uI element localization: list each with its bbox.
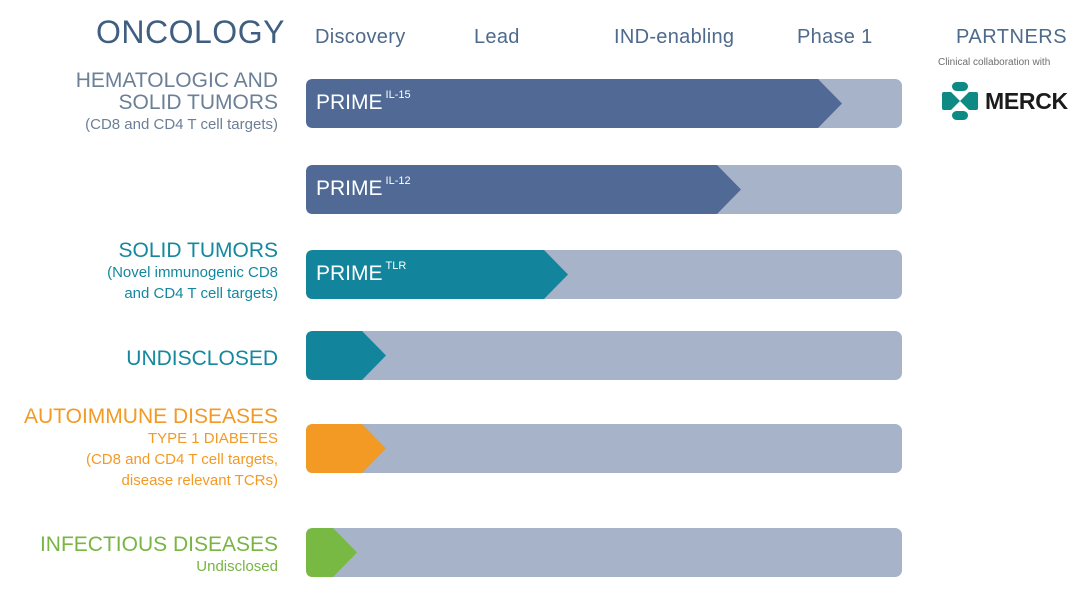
- bar-track: [306, 424, 902, 473]
- program-bar-prime-il12: PRIME IL-12: [306, 165, 902, 214]
- collaboration-caption: Clinical collaboration with: [938, 57, 1051, 68]
- row-subtitle-solid-1: (Novel immunogenic CD8: [107, 264, 278, 281]
- bar-progress-fill: [306, 250, 568, 299]
- bar-progress-fill: [306, 79, 842, 128]
- row-label-autoimmune: AUTOIMMUNE DISEASES TYPE 1 DIABETES (CD8…: [24, 406, 278, 491]
- bar-progress-fill: [306, 424, 386, 473]
- program-bar-prime-tlr: PRIME TLR: [306, 250, 902, 299]
- program-bar-infectious: [306, 528, 902, 577]
- bar-progress-fill: [306, 165, 741, 214]
- program-bar-autoimmune: [306, 424, 902, 473]
- row-title-autoimmune: AUTOIMMUNE DISEASES: [24, 405, 278, 428]
- stage-header-lead: Lead: [474, 26, 520, 48]
- merck-wordmark: MERCK: [985, 87, 1068, 114]
- row-title-hematologic-1: HEMATOLOGIC AND: [75, 69, 278, 92]
- program-name: PRIME: [316, 262, 383, 285]
- row-title-solid-tumors: SOLID TUMORS: [118, 239, 278, 262]
- bar-track: [306, 331, 902, 380]
- row-label-undisclosed: UNDISCLOSED: [126, 348, 278, 370]
- row-subtitle-solid-2: and CD4 T cell targets): [124, 285, 278, 302]
- program-superscript: IL-15: [385, 89, 411, 101]
- program-superscript: IL-12: [385, 175, 411, 187]
- program-label-prime-il15: PRIME IL-15: [316, 89, 411, 115]
- row-label-hematologic: HEMATOLOGIC AND SOLID TUMORS (CD8 and CD…: [76, 70, 278, 135]
- row-title-undisclosed: UNDISCLOSED: [126, 347, 278, 370]
- row-subtitle-hematologic: (CD8 and CD4 T cell targets): [85, 116, 278, 133]
- bar-progress-fill: [306, 331, 386, 380]
- row-title-hematologic-2: SOLID TUMORS: [118, 91, 278, 114]
- stage-header-ind-enabling: IND-enabling: [614, 26, 735, 48]
- merck-logo: MERCK: [942, 82, 1068, 120]
- bar-progress-fill: [306, 528, 357, 577]
- row-label-solid-tumors: SOLID TUMORS (Novel immunogenic CD8 and …: [107, 240, 278, 304]
- program-name: PRIME: [316, 177, 383, 200]
- program-label-prime-tlr: PRIME TLR: [316, 260, 407, 286]
- program-bar-undisclosed: [306, 331, 902, 380]
- row-subtitle-infectious: Undisclosed: [196, 558, 278, 575]
- program-label-prime-il12: PRIME IL-12: [316, 175, 411, 201]
- merck-emblem-icon: [942, 82, 978, 120]
- bar-track: [306, 528, 902, 577]
- stage-header-phase1: Phase 1: [797, 26, 873, 48]
- row-subtitle-autoimmune-3: disease relevant TCRs): [121, 472, 278, 489]
- row-subtitle-autoimmune-2: (CD8 and CD4 T cell targets,: [85, 451, 278, 468]
- program-name: PRIME: [316, 91, 383, 114]
- program-bar-prime-il15: PRIME IL-15: [306, 79, 902, 128]
- oncology-title: ONCOLOGY: [96, 14, 285, 50]
- stage-header-discovery: Discovery: [315, 26, 406, 48]
- partners-header: PARTNERS: [956, 26, 1068, 48]
- row-subtitle-autoimmune-1: TYPE 1 DIABETES: [147, 430, 278, 447]
- program-superscript: TLR: [385, 260, 407, 272]
- row-label-infectious: INFECTIOUS DISEASES Undisclosed: [40, 534, 278, 577]
- row-title-infectious: INFECTIOUS DISEASES: [39, 533, 278, 556]
